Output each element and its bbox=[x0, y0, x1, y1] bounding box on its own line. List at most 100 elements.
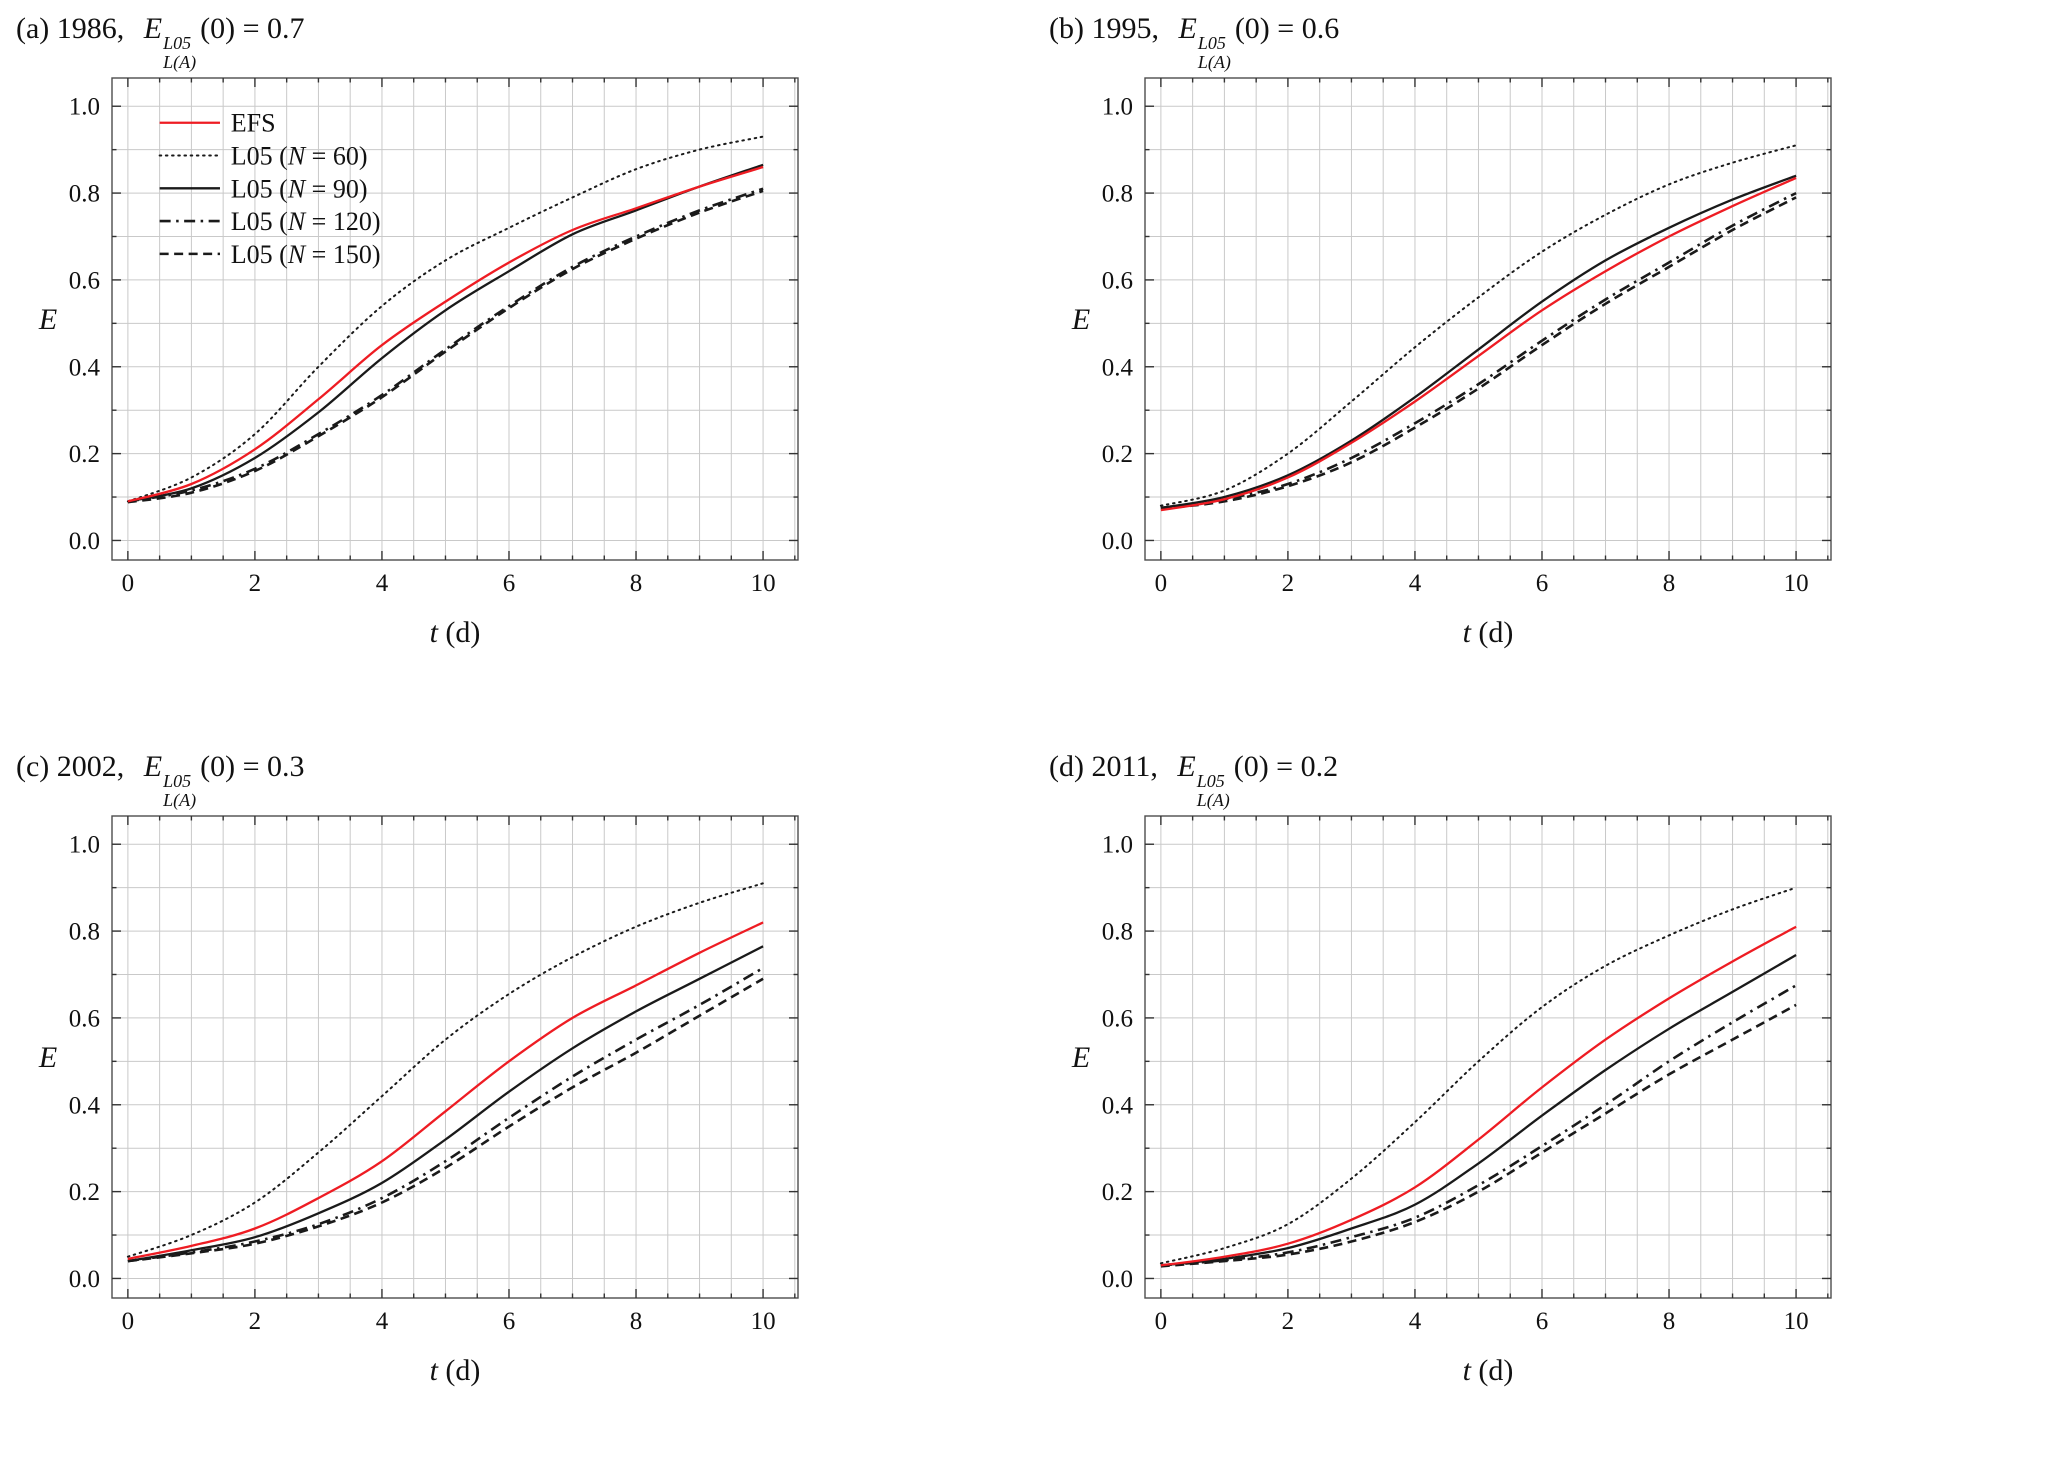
axis-ticks bbox=[1145, 78, 1831, 560]
panel-a: (a) 1986, E L05 L(A) (0) = 0.7 0 2 4 6 8 10 0.0 0.… bbox=[0, 0, 1033, 738]
x-tick-label: 6 bbox=[1536, 1308, 1549, 1335]
legend: EFS L05 (N = 60) L05 (N = 90) L05 (N = 120)… bbox=[158, 109, 381, 269]
panel-year: 2011, bbox=[1091, 750, 1158, 783]
axis-ticks bbox=[1145, 816, 1831, 1298]
panel-year: 2002, bbox=[56, 750, 125, 783]
x-tick-label: 10 bbox=[751, 1308, 776, 1335]
series-line-dotted bbox=[126, 135, 765, 503]
legend-label: L05 (N = 150) bbox=[231, 240, 381, 269]
x-axis-labels: 0 2 4 6 8 10 bbox=[122, 1308, 776, 1335]
y-tick-label: 0.0 bbox=[69, 528, 100, 555]
math-E: E bbox=[143, 750, 163, 783]
x-axis-labels: 0 2 4 6 8 10 bbox=[122, 570, 776, 597]
plot-frame bbox=[111, 77, 799, 561]
x-axis-title: t (d) bbox=[1463, 1354, 1514, 1387]
series-curves bbox=[1159, 886, 1798, 1268]
x-tick-label: 10 bbox=[1784, 1308, 1809, 1335]
legend-label: L05 (N = 90) bbox=[231, 174, 368, 203]
y-tick-label: 0.4 bbox=[1102, 1092, 1134, 1119]
y-tick-label: 0.6 bbox=[1102, 1005, 1133, 1032]
legend-label: L05 (N = 60) bbox=[231, 142, 368, 171]
panel-e0-expression: E L05 L(A) (0) = 0.7 bbox=[143, 12, 305, 71]
panel-e0-expression: E L05 L(A) (0) = 0.2 bbox=[1177, 750, 1339, 809]
series-line-dotted bbox=[1159, 886, 1798, 1265]
math-sub: L(A) bbox=[1197, 51, 1231, 72]
x-tick-label: 0 bbox=[1155, 1308, 1168, 1335]
math-E: E bbox=[1178, 12, 1197, 45]
series-line-solid bbox=[1160, 174, 1797, 510]
panel-c: (c) 2002, E L05 L(A) (0) = 0.3 0 2 4 6 8 10 0.0 0.… bbox=[0, 738, 1033, 1477]
chart-b: 0 2 4 6 8 10 0.0 0.2 0.4 0.6 0.8 1.0 t (d) E bbox=[1071, 77, 1832, 649]
series-curves bbox=[126, 135, 765, 504]
x-tick-label: 8 bbox=[630, 570, 643, 597]
panel-e0-expression: E L05 L(A) (0) = 0.6 bbox=[1178, 12, 1340, 71]
plot-frame bbox=[1144, 77, 1832, 561]
math-sub: L(A) bbox=[163, 51, 197, 72]
y-tick-label: 0.4 bbox=[69, 1092, 101, 1119]
x-tick-label: 10 bbox=[751, 570, 776, 597]
y-tick-label: 0.4 bbox=[69, 354, 101, 381]
math-value: 0.6 bbox=[1301, 12, 1340, 45]
panel-e0-expression: E L05 L(A) (0) = 0.3 bbox=[143, 750, 305, 809]
gridlines bbox=[1145, 816, 1831, 1298]
x-axis-title: t (d) bbox=[430, 616, 481, 649]
x-axis-title: t (d) bbox=[430, 1354, 481, 1387]
y-axis-title: E bbox=[1071, 1041, 1090, 1074]
y-tick-label: 0.2 bbox=[1102, 441, 1133, 468]
series-line-dashed bbox=[127, 977, 764, 1263]
series-line-solid bbox=[127, 945, 764, 1263]
axis-ticks bbox=[112, 816, 798, 1298]
y-tick-label: 0.8 bbox=[69, 919, 100, 946]
x-tick-label: 0 bbox=[1155, 570, 1168, 597]
y-tick-label: 0.0 bbox=[1102, 1266, 1133, 1293]
panel-title-a: (a) 1986, E L05 L(A) (0) = 0.7 bbox=[16, 12, 1033, 71]
y-tick-label: 1.0 bbox=[69, 94, 100, 121]
series-line-dashdot bbox=[1160, 191, 1797, 510]
y-tick-label: 0.8 bbox=[1102, 181, 1133, 208]
panel-label: (c) bbox=[16, 750, 50, 783]
x-axis-labels: 0 2 4 6 8 10 bbox=[1155, 570, 1809, 597]
series-line-efs bbox=[1160, 925, 1797, 1267]
x-tick-label: 8 bbox=[1663, 1308, 1676, 1335]
math-sub: L(A) bbox=[163, 789, 197, 810]
series-line-dashed bbox=[127, 189, 764, 504]
chart-a: 0 2 4 6 8 10 0.0 0.2 0.4 0.6 0.8 1.0 t (d) E EFS L05 (N… bbox=[38, 77, 799, 649]
x-axis-title: t (d) bbox=[1463, 616, 1514, 649]
series-line-efs bbox=[127, 165, 764, 503]
y-axis-labels: 0.0 0.2 0.4 0.6 0.8 1.0 bbox=[69, 94, 101, 555]
math-scripts: L05 L(A) bbox=[163, 772, 196, 810]
y-tick-label: 0.2 bbox=[1102, 1179, 1133, 1206]
y-tick-label: 1.0 bbox=[1102, 94, 1133, 121]
axis-ticks bbox=[112, 78, 798, 560]
math-sub: L(A) bbox=[1196, 789, 1230, 810]
y-tick-label: 0.0 bbox=[69, 1266, 100, 1293]
legend-label: L05 (N = 120) bbox=[231, 207, 381, 236]
math-scripts: L05 L(A) bbox=[1197, 772, 1230, 810]
y-tick-label: 0.0 bbox=[1102, 528, 1133, 555]
chart-c: 0 2 4 6 8 10 0.0 0.2 0.4 0.6 0.8 1.0 t (d) E bbox=[38, 815, 799, 1387]
series-line-efs bbox=[1160, 176, 1797, 512]
series-curves bbox=[1159, 144, 1798, 512]
y-axis-title: E bbox=[1071, 303, 1090, 336]
chart-d: 0 2 4 6 8 10 0.0 0.2 0.4 0.6 0.8 1.0 t (d) E bbox=[1071, 815, 1832, 1387]
panel-label: (d) bbox=[1049, 750, 1084, 783]
math-E: E bbox=[143, 12, 163, 45]
x-tick-label: 6 bbox=[503, 1308, 515, 1335]
series-line-solid bbox=[127, 163, 764, 503]
math-value: 0.7 bbox=[267, 12, 305, 45]
x-tick-label: 8 bbox=[630, 1308, 643, 1335]
y-tick-label: 0.4 bbox=[1102, 354, 1134, 381]
math-tail: (0) = bbox=[200, 750, 268, 783]
x-tick-label: 2 bbox=[1282, 1308, 1295, 1335]
panel-year: 1995, bbox=[1091, 12, 1159, 45]
series-line-dotted bbox=[126, 882, 765, 1258]
x-tick-label: 2 bbox=[249, 1308, 262, 1335]
series-line-dashdot bbox=[1160, 984, 1797, 1267]
x-tick-label: 4 bbox=[1409, 570, 1422, 597]
y-axis-title: E bbox=[38, 1041, 57, 1074]
math-tail: (0) = bbox=[1233, 750, 1301, 783]
math-sup: L05 bbox=[1197, 33, 1226, 53]
x-axis-labels: 0 2 4 6 8 10 bbox=[1155, 1308, 1809, 1335]
math-value: 0.2 bbox=[1300, 750, 1339, 783]
